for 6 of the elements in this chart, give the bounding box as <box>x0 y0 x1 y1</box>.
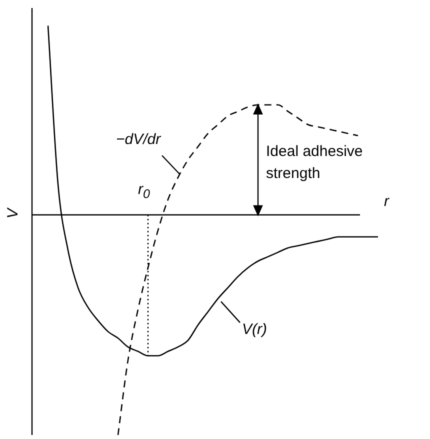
series-label: −dV/dr <box>116 131 161 148</box>
x-axis-title: r <box>384 192 389 210</box>
legend-label: V(r) <box>242 320 267 338</box>
y-axis-title: V <box>4 208 22 218</box>
annotation: Ideal adhesive strength <box>266 142 364 184</box>
annotation: r$_{0}$ <box>138 180 150 201</box>
